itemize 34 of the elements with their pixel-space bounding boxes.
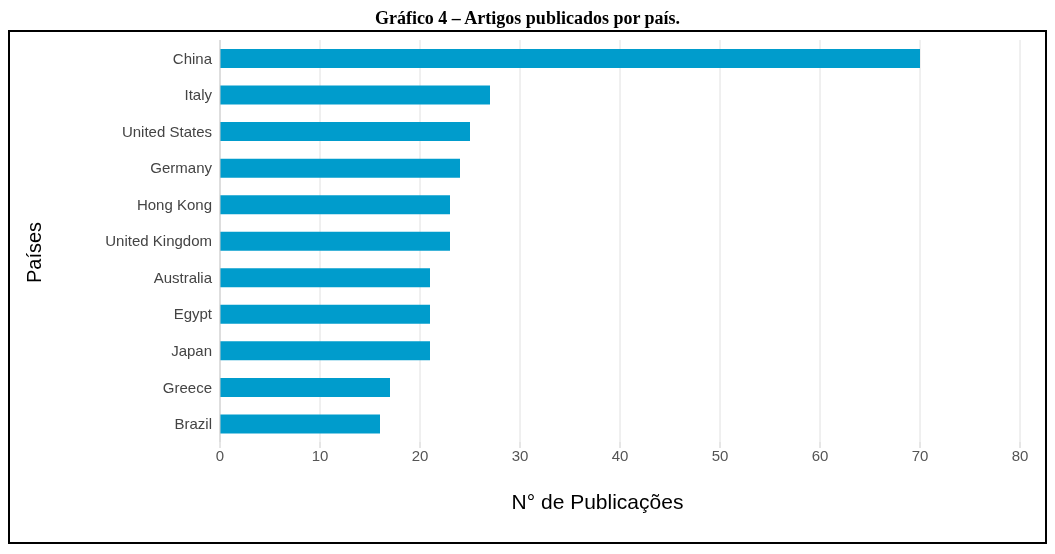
x-tick-label: 10	[311, 446, 329, 464]
x-tick-label: 30	[511, 446, 529, 464]
y-axis-title: Países	[23, 221, 47, 283]
bar	[220, 158, 460, 178]
x-tick-label: 0	[215, 446, 225, 464]
y-tick-label: United States	[121, 122, 212, 140]
bar	[220, 304, 430, 324]
y-tick-label: Hong Kong	[136, 195, 212, 213]
bar	[220, 49, 920, 68]
bar	[220, 85, 490, 105]
bar	[220, 122, 470, 142]
bar	[220, 195, 450, 215]
bar	[220, 231, 450, 251]
y-tick-label: Italy	[184, 86, 213, 104]
x-tick-label: 20	[411, 446, 429, 464]
x-tick-label: 80	[1011, 446, 1029, 464]
chart-title: Gráfico 4 – Artigos publicados por país.	[373, 8, 682, 30]
bar	[220, 377, 390, 397]
x-tick-label: 70	[911, 446, 929, 464]
x-tick-label: 40	[611, 446, 629, 464]
y-tick-label: United Kingdom	[105, 232, 212, 250]
y-tick-label: Germany	[150, 159, 213, 177]
x-tick-label: 60	[811, 446, 829, 464]
bar	[220, 414, 380, 434]
bar	[220, 341, 430, 361]
x-axis-title: N° de Publicações	[510, 490, 685, 514]
y-tick-label: Greece	[162, 378, 212, 396]
x-tick-label: 50	[711, 446, 729, 464]
y-tick-label: Japan	[171, 341, 212, 359]
y-tick-label: China	[172, 49, 213, 67]
y-tick-label: Brazil	[174, 415, 212, 433]
bar	[220, 268, 430, 288]
y-tick-label: Egypt	[173, 305, 213, 323]
y-tick-label: Australia	[153, 268, 213, 286]
